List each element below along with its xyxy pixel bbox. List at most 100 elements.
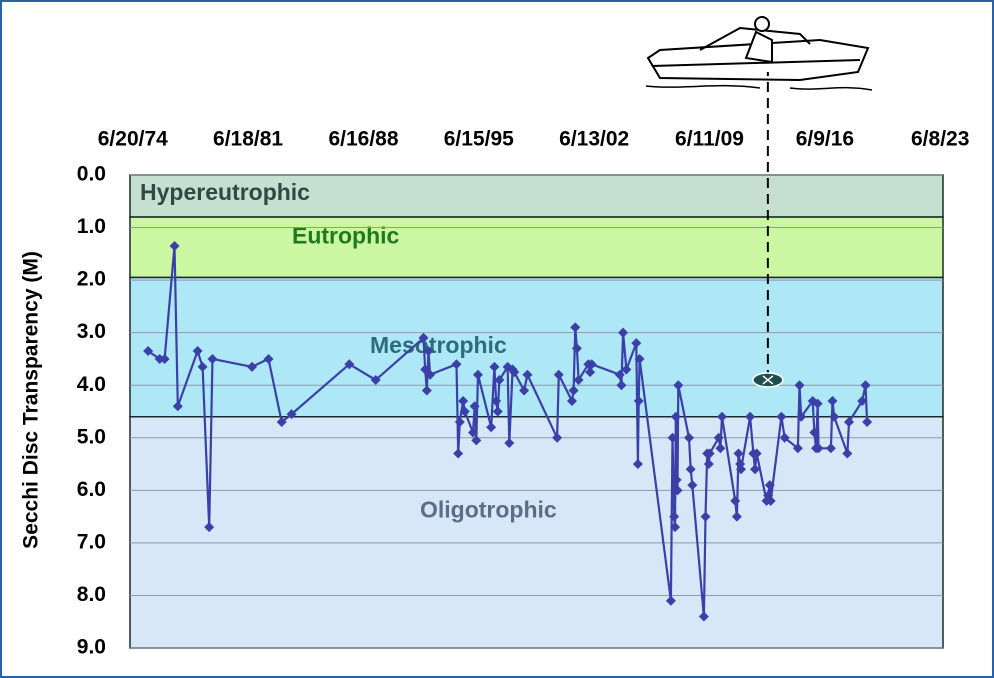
data-point: [276, 417, 287, 428]
data-point: [750, 464, 761, 475]
x-tick-label: 6/16/88: [328, 128, 398, 151]
data-point: [420, 364, 431, 375]
data-point: [751, 448, 762, 459]
zone: [129, 416, 944, 649]
boat: [645, 16, 873, 91]
data-point: [418, 332, 429, 343]
data-point: [631, 338, 642, 349]
data-point: [491, 395, 502, 406]
data-point: [671, 474, 682, 485]
y-tick-label: 8.0: [77, 583, 106, 606]
y-tick-label: 4.0: [77, 373, 106, 396]
data-point: [143, 346, 154, 357]
data-point: [504, 438, 515, 449]
zone: [129, 174, 944, 218]
data-point: [621, 364, 632, 375]
data-point: [670, 522, 681, 533]
plot-area: Hypereutrophic Eutrophic Mesotrophic Oligot…: [77, 128, 970, 659]
x-tick-label: 6/11/09: [675, 128, 744, 151]
data-point: [472, 369, 483, 380]
data-point: [717, 411, 728, 422]
data-point: [204, 522, 215, 533]
data-point: [286, 409, 297, 420]
y-tick-label: 6.0: [77, 478, 106, 501]
x-tick-label: 6/13/02: [559, 128, 629, 151]
data-point: [796, 411, 807, 422]
data-point: [344, 359, 355, 370]
y-tick-label: 9.0: [77, 636, 106, 659]
data-point: [764, 480, 775, 491]
data-point: [566, 395, 577, 406]
data-point: [552, 432, 563, 443]
data-point: [735, 464, 746, 475]
data-point: [159, 353, 170, 364]
y-tick-label: 2.0: [77, 268, 106, 291]
data-point: [829, 411, 840, 422]
data-point: [469, 401, 480, 412]
data-point: [453, 448, 464, 459]
data-point: [573, 374, 584, 385]
data-point: [844, 417, 855, 428]
data-point: [809, 427, 820, 438]
data-point: [794, 380, 805, 391]
data-point: [684, 432, 695, 443]
data-point: [842, 448, 853, 459]
data-point: [713, 432, 724, 443]
x-tick-label: 6/8/23: [911, 128, 969, 151]
data-point: [731, 511, 742, 522]
data-point: [519, 385, 530, 396]
data-point: [570, 322, 581, 333]
data-point: [812, 398, 823, 409]
data-point: [370, 374, 381, 385]
data-point: [779, 432, 790, 443]
data-point: [862, 417, 873, 428]
data-point: [421, 385, 432, 396]
data-point: [825, 443, 836, 454]
data-point: [669, 511, 680, 522]
data-point: [632, 459, 643, 470]
data-point: [733, 448, 744, 459]
data-point: [263, 353, 274, 364]
data-point: [207, 353, 218, 364]
data-point: [458, 395, 469, 406]
data-point: [673, 380, 684, 391]
data-point: [425, 369, 436, 380]
data-point: [715, 443, 726, 454]
y-tick-label: 5.0: [77, 425, 106, 448]
data-point: [618, 327, 629, 338]
data-point: [745, 411, 756, 422]
data-point: [468, 427, 479, 438]
data-point: [494, 374, 505, 385]
data-point: [827, 395, 838, 406]
data-point: [169, 240, 180, 251]
y-tick-label: 7.0: [77, 530, 106, 553]
data-point: [522, 369, 533, 380]
data-point: [492, 406, 503, 417]
data-point: [486, 422, 497, 433]
data-point: [451, 359, 462, 370]
x-tick-label: 6/20/74: [98, 128, 168, 151]
data-point: [471, 435, 482, 446]
x-tick-label: 6/9/16: [796, 128, 854, 151]
data-point: [489, 361, 500, 372]
zone: [129, 276, 944, 418]
data-point: [459, 406, 470, 417]
data-point: [502, 361, 513, 372]
data-point: [634, 353, 645, 364]
y-axis-title: Secchi Disc Transparency (M): [20, 251, 43, 549]
zone-label: Eutrophic: [292, 222, 400, 248]
data-point: [765, 495, 776, 506]
data-point: [704, 448, 715, 459]
data-point: [813, 443, 824, 454]
y-tick-label: 3.0: [77, 320, 106, 343]
data-point: [670, 411, 681, 422]
zone-label: Hypereutrophic: [140, 179, 310, 205]
zone-label: Mesotrophic: [370, 332, 507, 358]
data-point: [586, 359, 597, 370]
data-point: [667, 432, 678, 443]
zone-label: Oligotrophic: [420, 496, 557, 522]
data-point: [454, 417, 465, 428]
data-point: [687, 480, 698, 491]
data-point: [585, 367, 596, 378]
data-point: [685, 464, 696, 475]
